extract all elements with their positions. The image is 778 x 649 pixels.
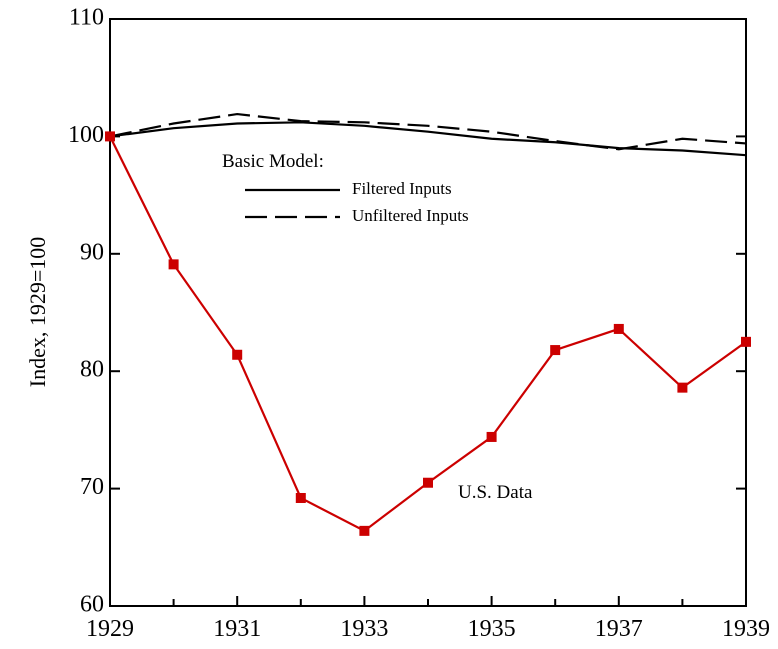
marker — [359, 525, 370, 536]
x-tick-label: 1939 — [722, 616, 770, 642]
y-tick-label: 60 — [80, 592, 104, 618]
marker — [295, 492, 306, 503]
series-line — [109, 121, 747, 157]
x-tick-label: 1935 — [468, 616, 516, 642]
marker — [105, 131, 115, 142]
x-tick-label: 1931 — [213, 616, 261, 642]
y-tick-label: 70 — [80, 474, 104, 500]
plot-frame — [109, 18, 747, 607]
legend-title: Basic Model: — [222, 151, 324, 172]
marker — [423, 477, 433, 488]
y-axis-label: Index, 1929=100 — [25, 237, 50, 388]
y-tick-label: 90 — [80, 239, 104, 265]
y-tick-label: 80 — [80, 357, 104, 383]
x-tick-label: 1933 — [340, 616, 388, 642]
marker — [741, 336, 751, 347]
marker — [232, 349, 243, 360]
marker — [486, 431, 497, 442]
legend-label: Filtered Inputs — [352, 179, 452, 198]
series-label: U.S. Data — [458, 482, 533, 503]
marker — [677, 382, 688, 393]
series-line — [109, 112, 747, 151]
y-tick-label: 100 — [68, 122, 104, 148]
marker — [168, 259, 179, 270]
x-tick-label: 1937 — [595, 616, 643, 642]
x-tick-label: 1929 — [86, 616, 134, 642]
y-tick-label: 110 — [69, 5, 104, 31]
marker — [550, 345, 561, 356]
legend-label: Unfiltered Inputs — [352, 206, 469, 225]
marker — [613, 323, 624, 334]
